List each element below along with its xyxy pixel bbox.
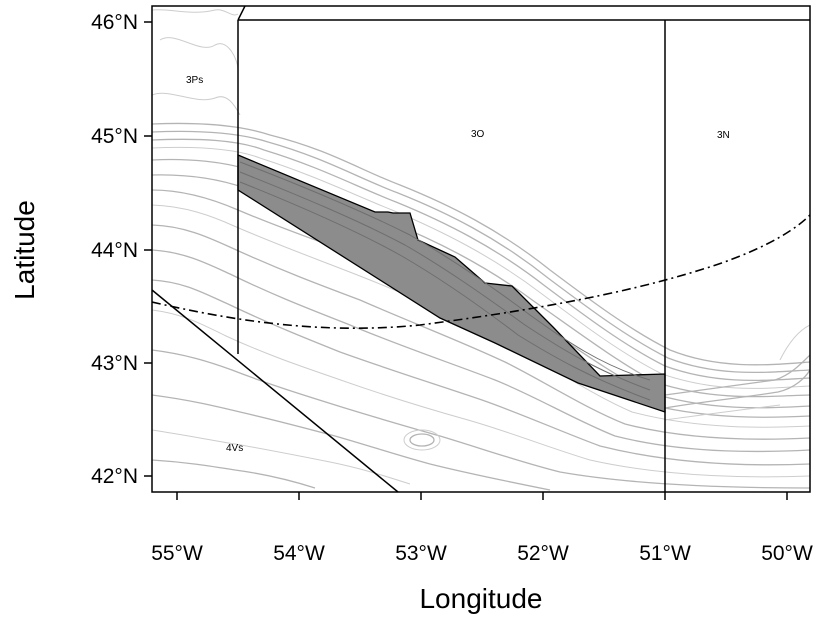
boundary-line — [151, 289, 399, 493]
shaded-survey-area — [237, 154, 666, 413]
bathymetry-contours — [152, 9, 810, 491]
x-tick-label: 52°W — [517, 542, 569, 565]
x-axis-title: Longitude — [419, 583, 542, 614]
x-tick-label: 50°W — [761, 542, 813, 565]
y-axis-title: Latitude — [9, 200, 40, 300]
plot-area — [152, 6, 810, 492]
zone-boundaries — [151, 5, 810, 493]
zone-label-4vs: 4Vs — [226, 443, 243, 454]
zone-label-3ps: 3Ps — [186, 75, 203, 86]
y-tick-label: 42°N — [91, 465, 138, 488]
y-tick-label: 43°N — [91, 352, 138, 375]
x-tick-label: 53°W — [395, 542, 447, 565]
zone-label-3n: 3N — [717, 130, 730, 141]
x-tick-label: 51°W — [639, 542, 691, 565]
x-tick-label: 54°W — [273, 542, 325, 565]
y-tick-label: 45°N — [91, 125, 138, 148]
zone-label-3o: 3O — [471, 129, 485, 140]
y-tick-label: 46°N — [91, 11, 138, 34]
eez-boundary-line — [152, 214, 810, 329]
x-tick-label: 55°W — [151, 542, 203, 565]
y-tick-label: 44°N — [91, 239, 138, 262]
y-axis — [144, 21, 152, 477]
boundary-line — [237, 5, 246, 21]
plot-frame — [151, 5, 811, 493]
shaded-area-contours — [239, 161, 651, 401]
x-axis — [176, 492, 788, 500]
